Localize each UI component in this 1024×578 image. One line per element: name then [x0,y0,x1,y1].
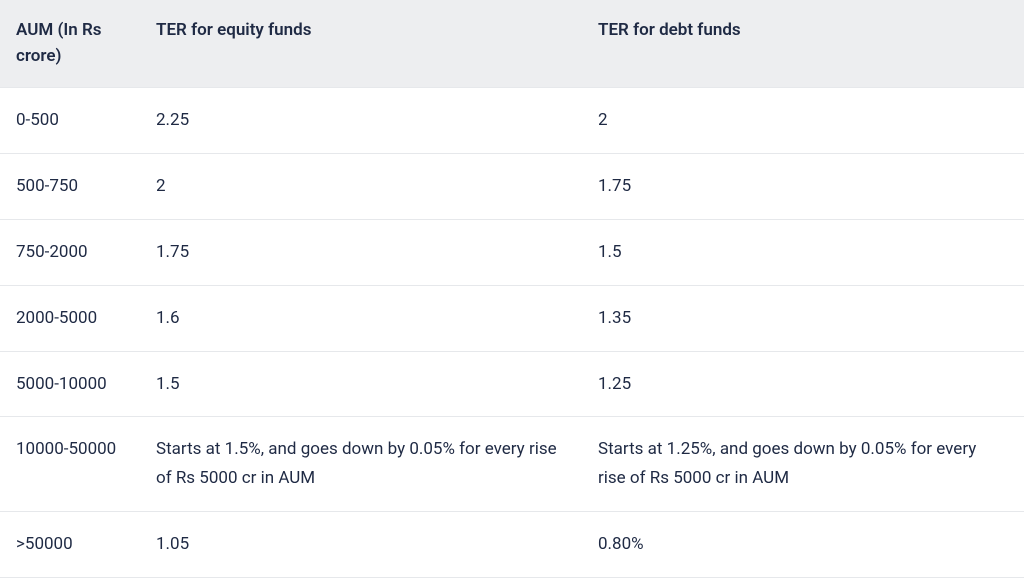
cell-debt: Starts at 1.25%, and goes down by 0.05% … [582,417,1024,512]
cell-equity: 1.05 [140,512,582,578]
cell-equity: 2 [140,153,582,219]
cell-aum: 0-500 [0,88,140,154]
table-row: 2000-5000 1.6 1.35 [0,285,1024,351]
header-aum: AUM (In Rs crore) [0,0,140,88]
cell-debt: 2 [582,88,1024,154]
table-row: 5000-10000 1.5 1.25 [0,351,1024,417]
header-debt: TER for debt funds [582,0,1024,88]
table-row: 750-2000 1.75 1.5 [0,219,1024,285]
cell-aum: 2000-5000 [0,285,140,351]
table-header-row: AUM (In Rs crore) TER for equity funds T… [0,0,1024,88]
cell-equity: 1.6 [140,285,582,351]
cell-aum: 10000-50000 [0,417,140,512]
cell-debt: 1.35 [582,285,1024,351]
table-row: >50000 1.05 0.80% [0,512,1024,578]
cell-debt: 0.80% [582,512,1024,578]
cell-debt: 1.25 [582,351,1024,417]
cell-aum: 500-750 [0,153,140,219]
table-row: 500-750 2 1.75 [0,153,1024,219]
cell-aum: 5000-10000 [0,351,140,417]
table-row: 10000-50000 Starts at 1.5%, and goes dow… [0,417,1024,512]
cell-aum: 750-2000 [0,219,140,285]
cell-debt: 1.5 [582,219,1024,285]
cell-debt: 1.75 [582,153,1024,219]
cell-equity: 1.5 [140,351,582,417]
cell-equity: 1.75 [140,219,582,285]
ter-table: AUM (In Rs crore) TER for equity funds T… [0,0,1024,578]
cell-equity: Starts at 1.5%, and goes down by 0.05% f… [140,417,582,512]
cell-aum: >50000 [0,512,140,578]
cell-equity: 2.25 [140,88,582,154]
table-row: 0-500 2.25 2 [0,88,1024,154]
header-equity: TER for equity funds [140,0,582,88]
